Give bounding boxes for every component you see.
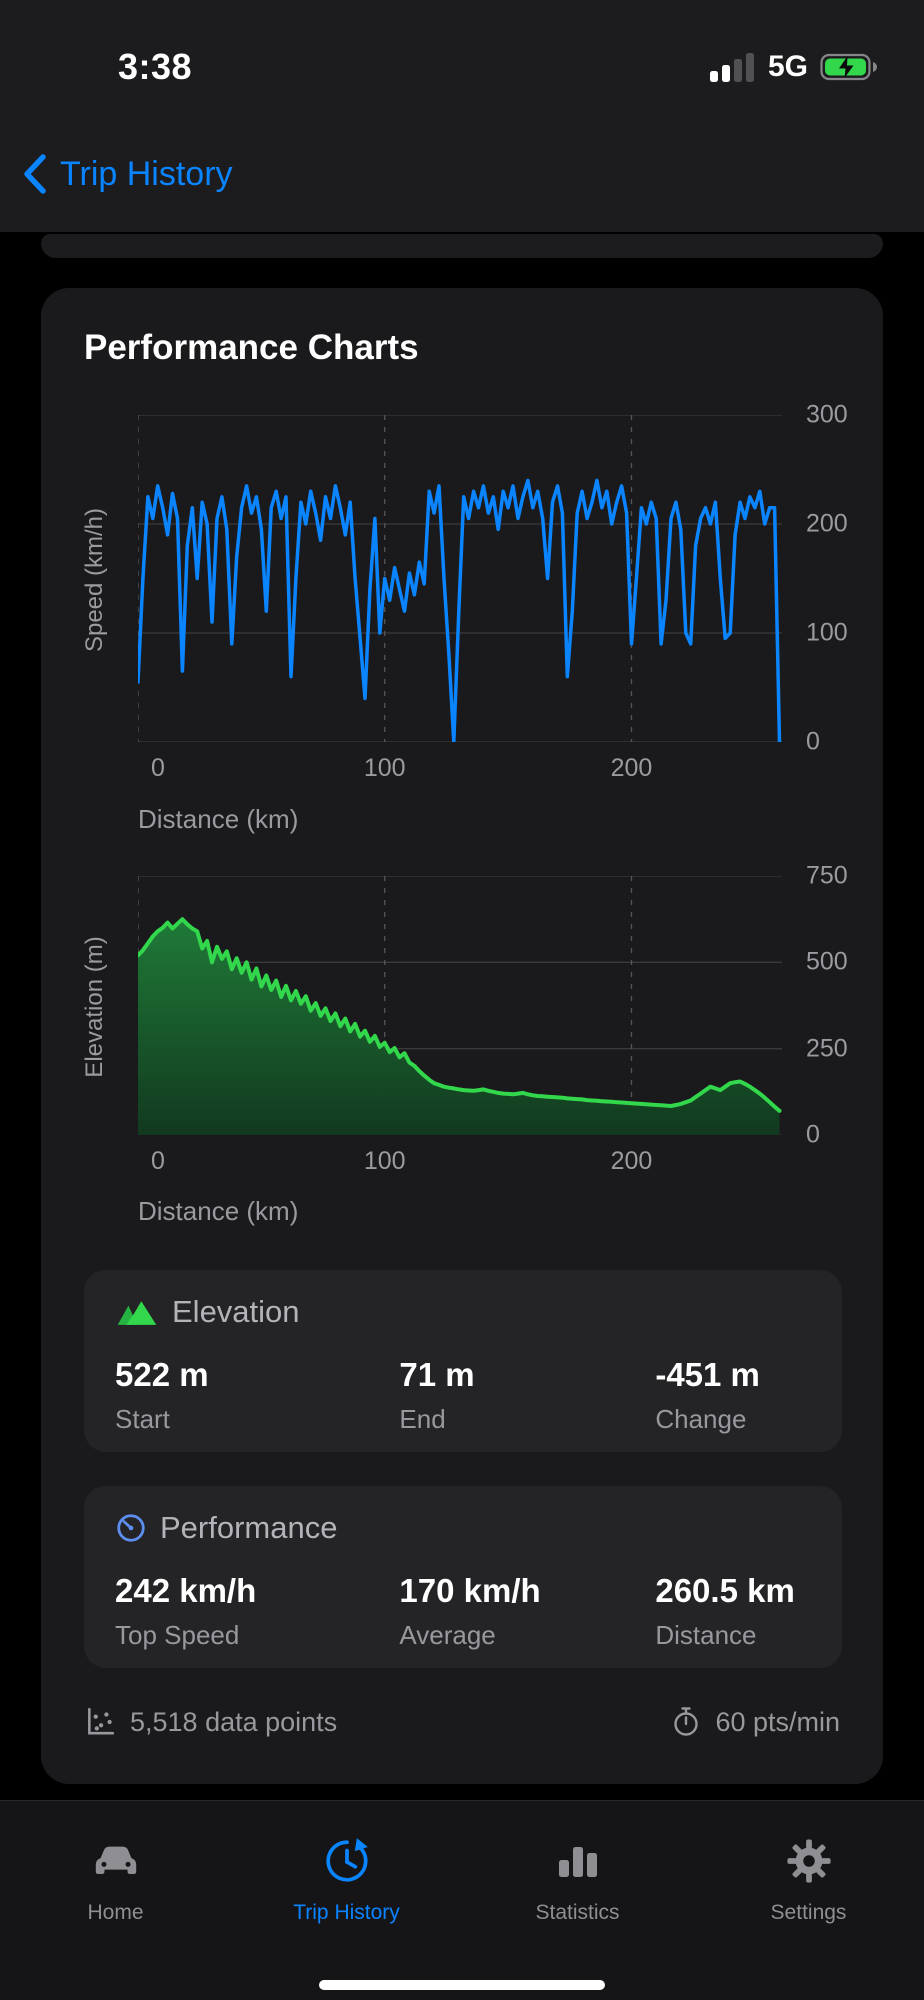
speedometer-icon: [117, 1514, 145, 1542]
network-type-label: 5G: [767, 50, 808, 83]
stat-value: -451 m: [655, 1356, 760, 1393]
scatter-plot-icon: [88, 1707, 115, 1735]
speed-chart-xticks: 0 100 200: [151, 754, 653, 782]
stat-value: 170 km/h: [399, 1572, 541, 1609]
back-button-label: Trip History: [60, 154, 233, 193]
chevron-left-icon: [24, 154, 46, 194]
tab-home[interactable]: Home: [0, 1801, 231, 2000]
stat-start: 522 m Start: [115, 1356, 399, 1435]
speed-axis-title: Speed (km/h): [81, 507, 108, 653]
stat-label: Top Speed: [115, 1620, 240, 1650]
elevation-card-header: Elevation: [115, 1294, 300, 1330]
home-indicator[interactable]: [319, 1980, 605, 1990]
elevation-card-title: Elevation: [172, 1294, 300, 1329]
stat-label: Distance: [655, 1620, 757, 1650]
signal-strength-icon: [709, 53, 754, 82]
elevation-chart-xlabel: Distance (km): [138, 1196, 299, 1226]
tab-statistics[interactable]: Statistics: [462, 1801, 693, 2000]
tab-home-label: Home: [87, 1901, 144, 1924]
tab-settings[interactable]: Settings: [693, 1801, 924, 2000]
elevation-stats: 522 m Start 71 m End -451 m Change: [115, 1356, 826, 1435]
stat-label: Average: [399, 1620, 496, 1650]
back-button[interactable]: Trip History: [22, 152, 233, 196]
elevation-chart: [138, 876, 782, 1135]
performance-summary-card: Performance 242 km/h Top Speed 170 km/h …: [84, 1486, 842, 1668]
elevation-chart-xticks: 0 100 200: [151, 1147, 653, 1175]
elevation-chart-yticks: 0 250 500 750: [806, 861, 848, 1149]
stat-value: 242 km/h: [115, 1572, 257, 1609]
battery-charging-icon: [820, 53, 877, 81]
elevation-summary-card: Elevation 522 m Start 71 m End -451 m Ch…: [84, 1270, 842, 1452]
stat-value: 260.5 km: [655, 1572, 795, 1609]
data-points-meta: 5,518 data points: [84, 1706, 337, 1738]
stat-value: 71 m: [399, 1356, 475, 1393]
performance-card-header: Performance: [115, 1510, 337, 1546]
speed-chart-yticks: 0 100 200 300: [806, 400, 848, 756]
stat-end: 71 m End: [399, 1356, 655, 1435]
bar-chart-icon: [555, 1835, 601, 1887]
stat-distance: 260.5 km Distance: [655, 1572, 826, 1651]
performance-stats: 242 km/h Top Speed 170 km/h Average 260.…: [115, 1572, 826, 1651]
sample-rate-text: 60 pts/min: [715, 1706, 840, 1737]
tab-trip-history[interactable]: Trip History: [231, 1801, 462, 2000]
tab-trip-history-label: Trip History: [293, 1901, 400, 1924]
tab-settings-label: Settings: [770, 1901, 847, 1924]
car-icon: [91, 1835, 141, 1887]
stat-label: End: [399, 1404, 446, 1434]
speed-chart-xlabel: Distance (km): [138, 804, 299, 834]
gear-icon: [786, 1835, 832, 1887]
card-title: Performance Charts: [84, 328, 419, 367]
stat-top-speed: 242 km/h Top Speed: [115, 1572, 399, 1651]
data-meta-row: 5,518 data points 60 pts/min: [84, 1706, 840, 1738]
sample-rate-meta: 60 pts/min: [671, 1706, 840, 1738]
elevation-axis-title: Elevation (m): [81, 936, 108, 1078]
tab-bar: Home Trip History: [0, 1800, 924, 2000]
stopwatch-icon: [674, 1707, 699, 1736]
data-points-text: 5,518 data points: [130, 1706, 338, 1737]
status-icons: 5G: [709, 50, 880, 84]
clock-time: 3:38: [118, 46, 193, 87]
performance-card-title: Performance: [160, 1510, 338, 1545]
performance-charts-card: Performance Charts Speed (km/h) 0 100 200 3…: [41, 288, 883, 1784]
stat-average: 170 km/h Average: [399, 1572, 655, 1651]
stat-change: -451 m Change: [655, 1356, 826, 1435]
mountain-icon: [117, 1301, 157, 1325]
stat-label: Start: [115, 1404, 170, 1434]
clock-history-icon: [322, 1835, 372, 1887]
stat-label: Change: [655, 1404, 747, 1434]
tab-statistics-label: Statistics: [535, 1901, 620, 1924]
status-bar-area: 3:38 5G Trip History: [0, 0, 924, 232]
speed-chart: [138, 415, 782, 742]
stat-value: 522 m: [115, 1356, 209, 1393]
previous-card-edge: [41, 234, 883, 258]
